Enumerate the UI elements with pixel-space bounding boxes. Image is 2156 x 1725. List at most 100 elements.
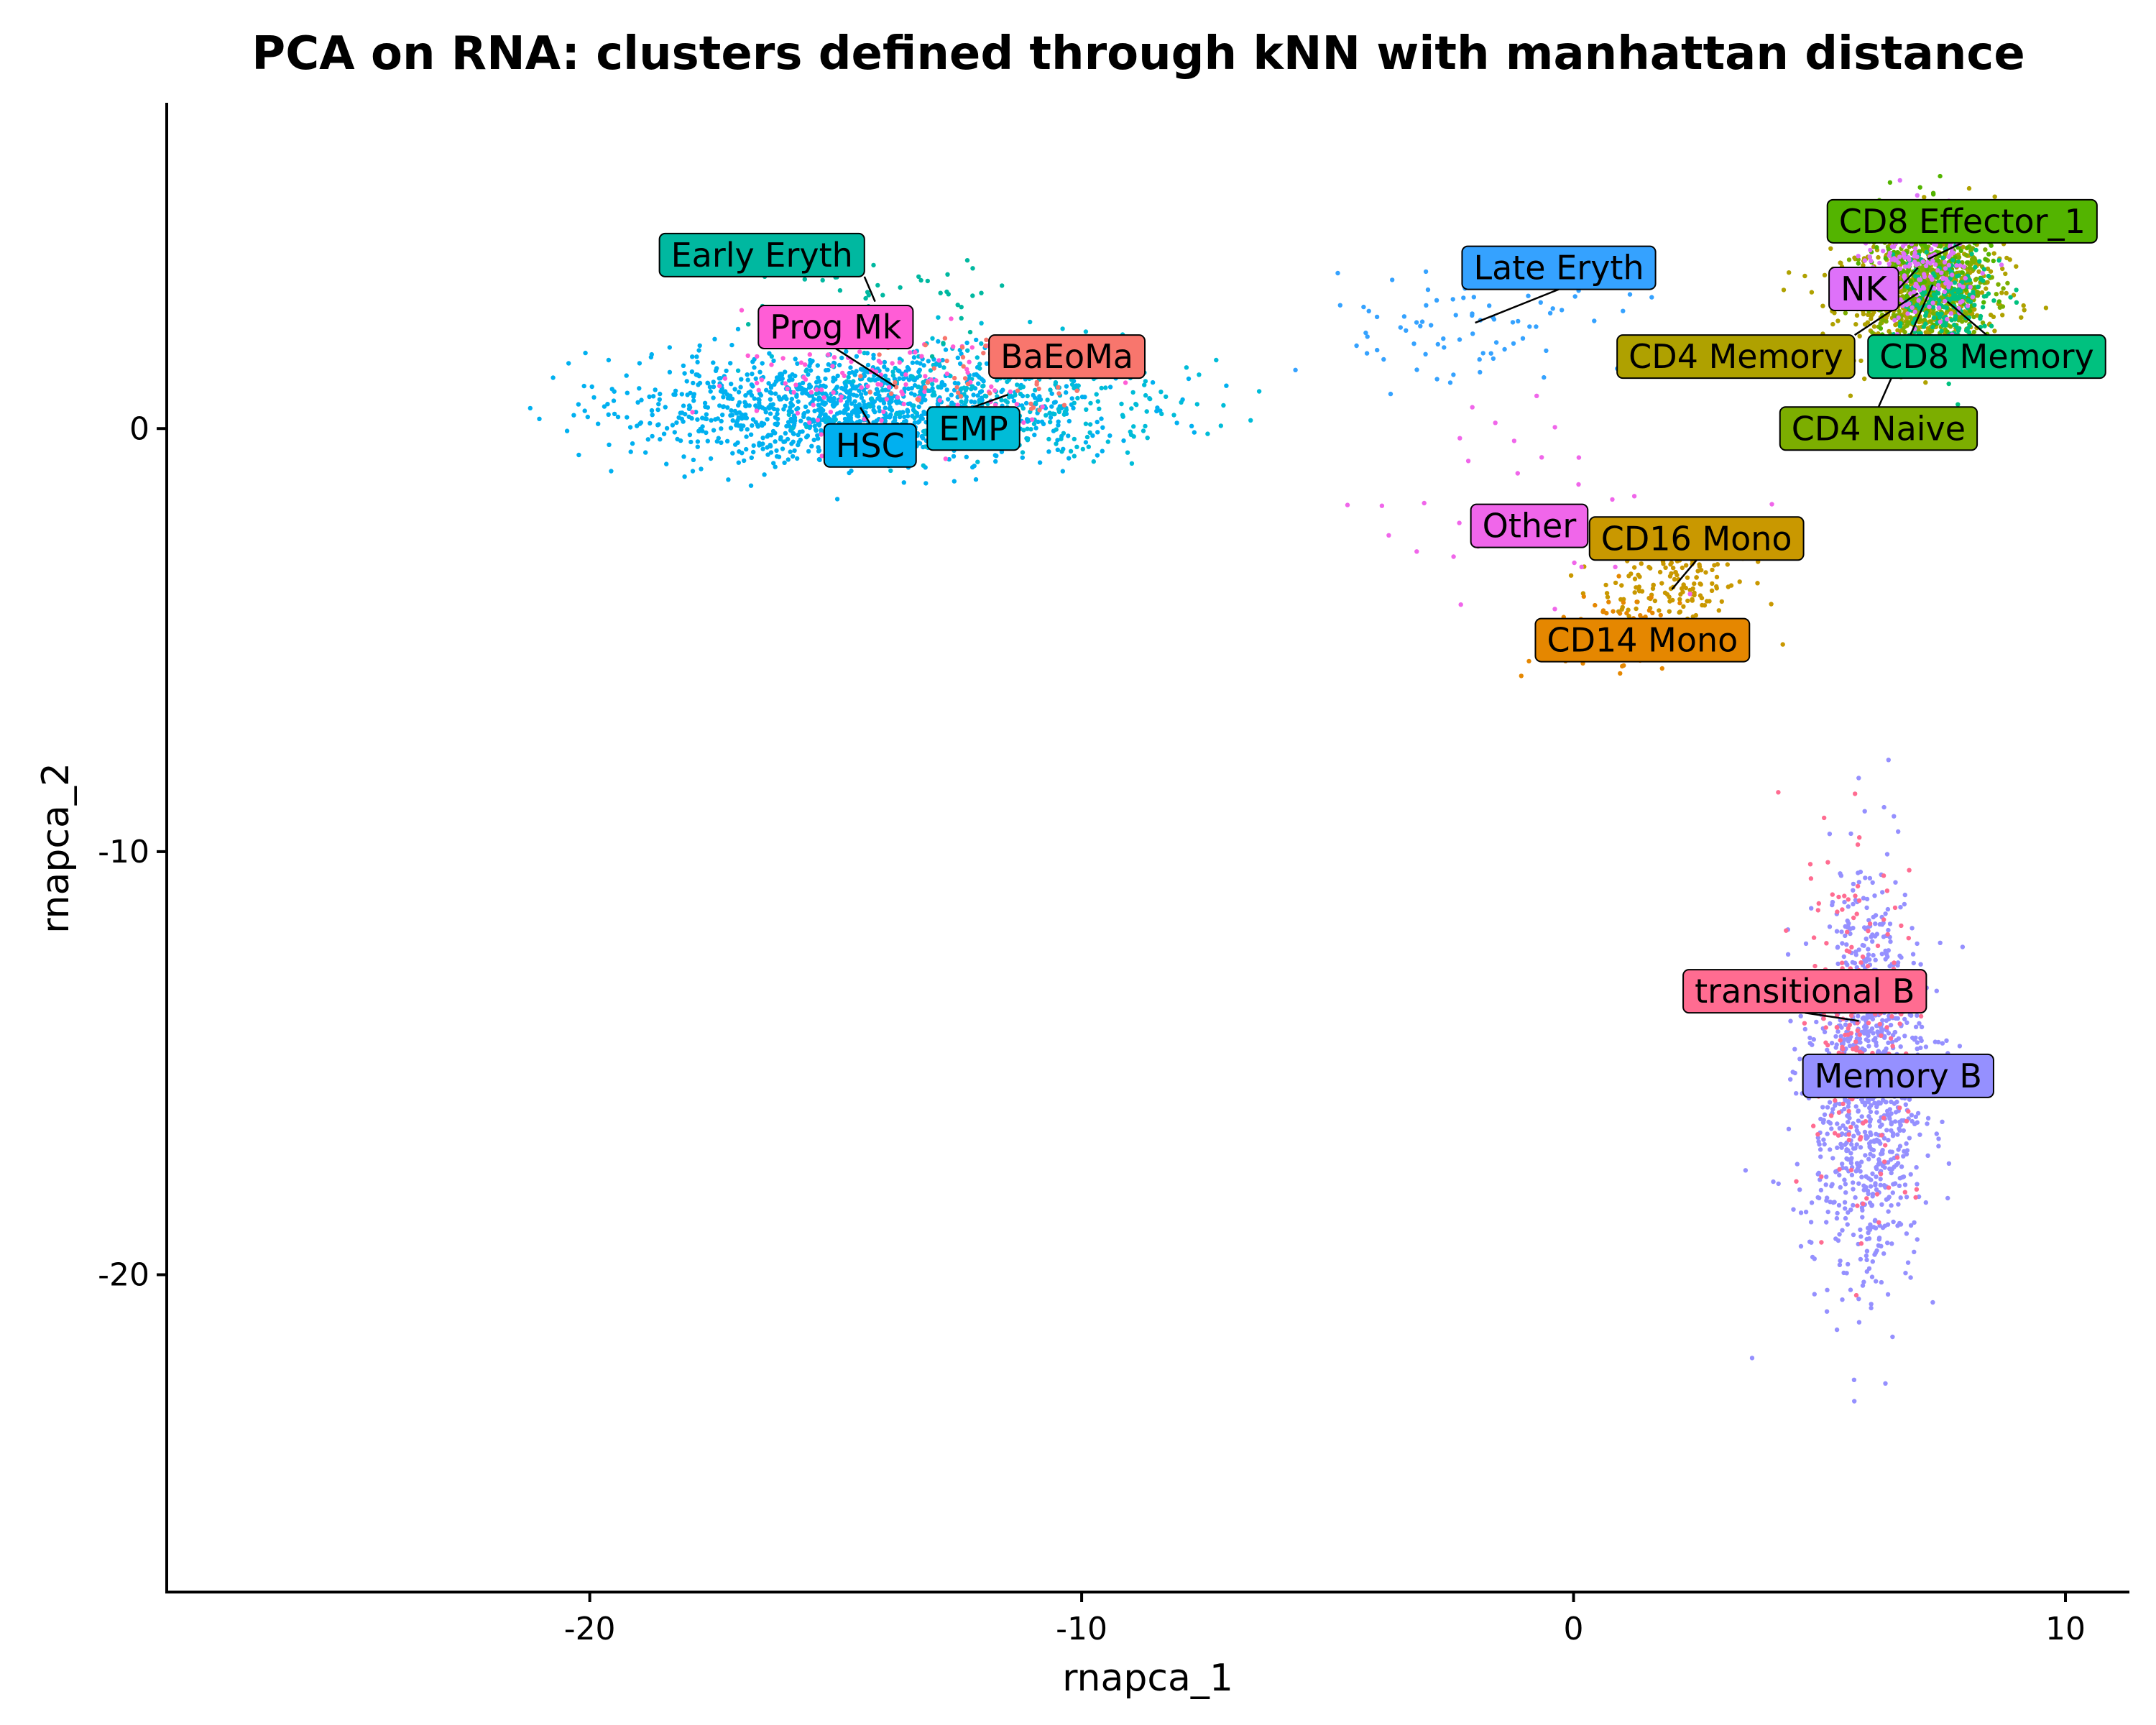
- data-point: [1846, 924, 1851, 929]
- data-point: [754, 408, 760, 413]
- data-point: [1909, 279, 1914, 284]
- data-point: [1083, 421, 1089, 426]
- data-point: [877, 360, 883, 365]
- data-point: [571, 413, 576, 418]
- data-point: [905, 364, 911, 370]
- data-point: [780, 446, 786, 451]
- data-point: [901, 401, 906, 407]
- data-point: [1912, 1037, 1917, 1042]
- data-point: [1457, 337, 1462, 342]
- data-point: [1842, 1037, 1847, 1042]
- data-point: [1898, 905, 1903, 910]
- data-point: [717, 403, 722, 408]
- data-point: [1960, 270, 1965, 275]
- data-point: [964, 454, 969, 459]
- data-point: [753, 403, 758, 408]
- data-point: [1828, 1147, 1833, 1152]
- data-point: [1896, 315, 1901, 321]
- data-point: [857, 349, 862, 354]
- data-point: [1976, 284, 1981, 290]
- data-point: [796, 399, 801, 404]
- data-point: [1839, 929, 1844, 934]
- data-point: [1143, 379, 1148, 384]
- data-point: [806, 416, 811, 421]
- data-point: [1816, 1139, 1821, 1144]
- data-point: [1902, 901, 1907, 907]
- data-point: [732, 387, 737, 392]
- data-point: [1657, 608, 1662, 613]
- data-point: [1853, 1195, 1858, 1200]
- data-point: [1955, 274, 1960, 279]
- data-point: [869, 396, 875, 401]
- data-point: [2001, 286, 2006, 291]
- data-point: [1802, 273, 1807, 279]
- data-point: [963, 400, 968, 405]
- data-point: [1888, 1036, 1894, 1041]
- data-point: [1086, 444, 1092, 449]
- data-point: [973, 477, 979, 482]
- data-point: [2008, 295, 2013, 300]
- data-point: [2000, 304, 2006, 309]
- data-point: [687, 403, 692, 408]
- data-point: [1881, 1251, 1886, 1256]
- data-point: [1886, 1040, 1891, 1046]
- data-point: [1787, 270, 1792, 275]
- data-point: [1851, 881, 1856, 887]
- data-point: [912, 392, 918, 397]
- data-point: [738, 385, 743, 390]
- data-point: [1834, 1215, 1840, 1221]
- data-point: [815, 433, 820, 438]
- data-point: [804, 424, 809, 430]
- data-point: [674, 420, 679, 426]
- data-point: [1886, 1031, 1892, 1036]
- data-point: [1868, 1184, 1874, 1189]
- data-point: [975, 459, 980, 464]
- data-point: [1712, 563, 1717, 568]
- data-point: [1858, 358, 1864, 364]
- data-point: [782, 460, 787, 465]
- data-point: [1632, 576, 1638, 581]
- data-point: [759, 420, 765, 426]
- data-point: [1948, 311, 1953, 316]
- data-point: [1936, 305, 1942, 310]
- data-point: [1864, 896, 1870, 902]
- data-point: [936, 315, 941, 320]
- data-point: [1913, 281, 1919, 287]
- data-point: [1848, 1013, 1854, 1018]
- data-point: [1871, 1138, 1877, 1144]
- data-point: [2014, 288, 2019, 293]
- data-point: [1922, 317, 1927, 323]
- data-point: [1039, 419, 1045, 424]
- data-point: [1856, 1109, 1861, 1114]
- data-point: [1859, 1114, 1864, 1119]
- data-point: [881, 400, 887, 406]
- data-point: [1944, 1038, 1949, 1044]
- data-point: [1171, 413, 1176, 418]
- data-point: [1872, 1218, 1878, 1223]
- data-point: [951, 344, 956, 349]
- data-point: [854, 354, 860, 359]
- data-point: [1851, 888, 1856, 893]
- data-point: [1067, 418, 1072, 424]
- data-point: [1980, 271, 1985, 276]
- data-point: [823, 384, 828, 390]
- data-point: [730, 451, 735, 456]
- data-point: [1056, 423, 1061, 428]
- data-point: [1818, 1154, 1823, 1159]
- data-point: [1940, 255, 1945, 260]
- data-point: [1940, 275, 1945, 280]
- data-point: [678, 438, 683, 443]
- data-point: [1072, 454, 1077, 459]
- data-point: [1847, 1022, 1852, 1028]
- data-point: [773, 431, 778, 436]
- data-point: [1847, 1116, 1852, 1121]
- data-point: [1861, 896, 1866, 901]
- data-point: [1021, 420, 1026, 426]
- data-point: [884, 397, 890, 402]
- data-point: [1832, 310, 1837, 316]
- data-point: [1959, 293, 1964, 298]
- data-point: [1860, 1016, 1865, 1021]
- data-point: [1714, 574, 1720, 580]
- data-point: [1911, 960, 1916, 966]
- data-point: [1669, 560, 1674, 566]
